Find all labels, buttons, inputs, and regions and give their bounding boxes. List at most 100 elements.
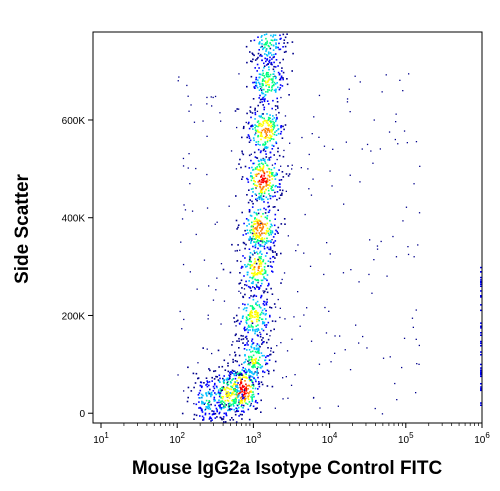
- data-point: [233, 398, 236, 401]
- data-point: [276, 82, 278, 84]
- data-point: [234, 110, 237, 112]
- data-point: [251, 322, 254, 324]
- data-point: [181, 412, 184, 415]
- data-point: [259, 251, 261, 254]
- data-point: [264, 76, 266, 79]
- data-point: [282, 58, 284, 61]
- data-point: [228, 374, 230, 377]
- data-point: [271, 271, 274, 273]
- data-point: [265, 133, 267, 135]
- data-point: [255, 234, 257, 236]
- data-point: [218, 401, 220, 404]
- data-point: [249, 139, 252, 142]
- data-point: [252, 183, 255, 185]
- data-point: [219, 401, 222, 404]
- data-point: [251, 325, 253, 328]
- data-point: [245, 284, 248, 287]
- data-point: [227, 377, 230, 380]
- data-point: [238, 401, 241, 403]
- data-point: [269, 240, 272, 242]
- data-point: [254, 366, 256, 368]
- data-point: [261, 238, 263, 241]
- data-point: [259, 101, 261, 104]
- data-point: [242, 234, 245, 236]
- data-point: [271, 239, 273, 241]
- data-point: [202, 120, 204, 122]
- data-point: [266, 215, 269, 217]
- data-point: [236, 389, 238, 391]
- data-point: [231, 417, 233, 419]
- data-point: [258, 73, 261, 75]
- data-point: [235, 374, 238, 377]
- data-point: [251, 396, 254, 398]
- data-point: [259, 73, 262, 76]
- data-point: [246, 403, 249, 405]
- data-point: [233, 321, 236, 323]
- data-point: [259, 345, 261, 348]
- data-point: [260, 188, 263, 191]
- data-point: [271, 54, 273, 56]
- data-point: [276, 116, 278, 119]
- data-point: [254, 167, 257, 169]
- data-point: [245, 402, 247, 405]
- data-point: [261, 365, 264, 368]
- data-point: [269, 197, 272, 200]
- data-point: [254, 316, 256, 318]
- data-point: [254, 244, 256, 247]
- data-point: [270, 44, 273, 46]
- data-point: [275, 88, 277, 91]
- data-point: [278, 154, 281, 157]
- data-point: [258, 288, 260, 290]
- data-point: [205, 408, 207, 410]
- data-point: [310, 340, 313, 342]
- data-point: [256, 320, 258, 323]
- data-point: [248, 384, 250, 387]
- y-tick-label: 600K: [62, 116, 86, 127]
- data-point: [408, 73, 410, 75]
- data-point: [252, 387, 254, 390]
- data-point: [480, 266, 482, 269]
- data-point: [256, 313, 259, 315]
- data-point: [222, 386, 225, 388]
- data-point: [319, 407, 321, 409]
- data-point: [271, 88, 273, 91]
- data-point: [256, 70, 258, 72]
- data-point: [206, 383, 208, 385]
- x-tick-label: 101: [93, 431, 109, 446]
- data-point: [245, 386, 247, 389]
- data-point: [255, 348, 258, 351]
- data-point: [252, 245, 254, 248]
- data-point: [235, 399, 237, 401]
- data-point: [233, 401, 236, 404]
- data-point: [247, 232, 249, 234]
- data-point: [281, 137, 284, 139]
- data-point: [251, 312, 253, 314]
- data-point: [251, 350, 254, 353]
- data-point: [226, 382, 228, 385]
- data-point: [252, 81, 254, 84]
- data-point: [275, 47, 277, 49]
- data-point: [258, 305, 261, 308]
- data-point: [233, 408, 235, 411]
- data-point: [193, 413, 196, 416]
- data-point: [264, 131, 266, 133]
- data-point: [250, 295, 252, 297]
- data-point: [268, 68, 270, 71]
- data-point: [243, 391, 245, 393]
- data-point: [234, 388, 236, 390]
- data-point: [233, 387, 235, 390]
- data-point: [263, 300, 265, 303]
- data-point: [329, 253, 331, 255]
- data-point: [237, 226, 239, 229]
- data-point: [291, 41, 294, 43]
- data-point: [271, 178, 274, 180]
- data-point: [259, 186, 262, 189]
- data-point: [252, 354, 255, 357]
- data-point: [187, 396, 189, 399]
- data-point: [252, 328, 254, 331]
- data-point: [233, 317, 235, 319]
- data-point: [277, 86, 279, 89]
- data-point: [244, 229, 246, 232]
- data-point: [261, 343, 263, 345]
- data-point: [242, 404, 245, 407]
